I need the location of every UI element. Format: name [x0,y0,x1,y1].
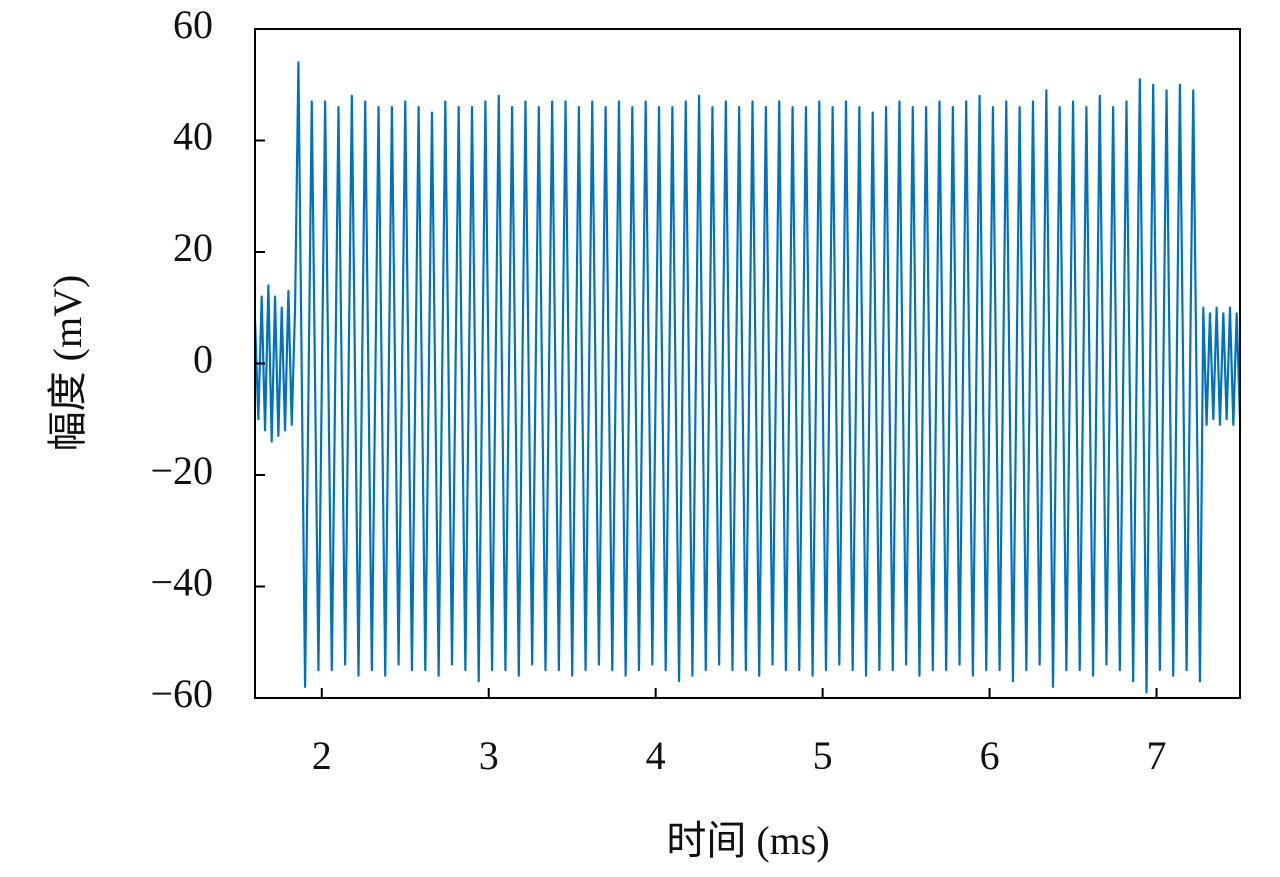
x-tick-label: 7 [1147,733,1167,778]
y-tick-label: 0 [193,337,213,382]
x-axis-label: 时间 (ms) [666,818,829,863]
x-tick-label: 4 [646,733,666,778]
y-axis-label: 幅度 (mV) [45,275,90,452]
y-tick-label: −20 [150,448,213,493]
x-tick-label: 6 [980,733,1000,778]
x-tick-label: 5 [813,733,833,778]
y-tick-label: −60 [150,671,213,716]
x-tick-label: 3 [479,733,499,778]
y-tick-label: −40 [150,560,213,605]
y-tick-label: 40 [173,114,213,159]
y-tick-label: 60 [173,2,213,47]
y-tick-label: 20 [173,225,213,270]
x-tick-label: 2 [312,733,332,778]
signal-line [253,61,1242,694]
